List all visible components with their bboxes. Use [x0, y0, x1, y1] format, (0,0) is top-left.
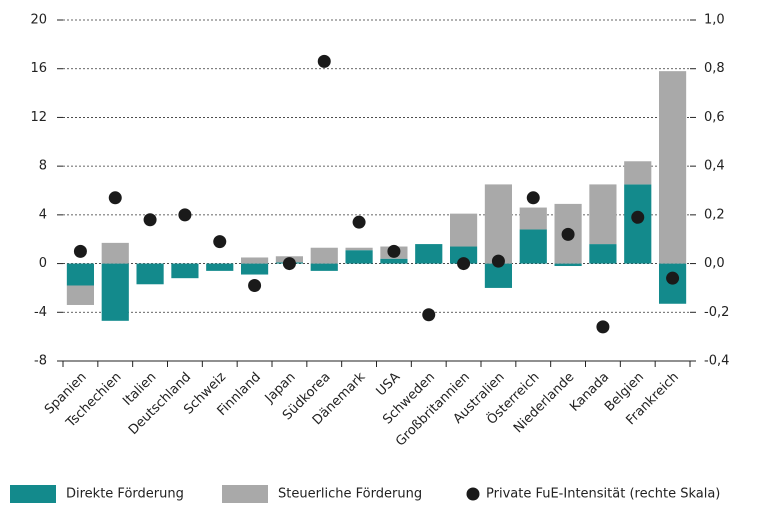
dot [561, 227, 575, 241]
legend-dot [466, 487, 480, 501]
bar [658, 71, 687, 264]
y-tick-label: -8 [34, 354, 47, 369]
dot [248, 278, 262, 292]
y-tick-label: 16 [30, 61, 47, 76]
dot [596, 320, 610, 334]
bar [589, 244, 617, 264]
bar [240, 263, 269, 275]
y2-tick-label: 0,0 [704, 256, 725, 271]
y-tick-label: 12 [30, 110, 47, 125]
bar [484, 184, 513, 264]
bar [519, 229, 547, 264]
dot [317, 54, 331, 68]
bar [554, 263, 582, 267]
dot [178, 208, 192, 222]
dot [143, 213, 157, 227]
legend-label: Private FuE-Intensität (rechte Skala) [486, 487, 720, 502]
bar [101, 263, 129, 321]
bar [101, 242, 129, 264]
dot [282, 257, 296, 271]
y2-tick-label: -0,4 [704, 354, 729, 369]
dot [666, 271, 680, 285]
dot [631, 210, 645, 224]
bar [310, 247, 338, 264]
y2-tick-label: -0,2 [704, 305, 729, 320]
bar [624, 184, 652, 264]
dot [387, 244, 401, 258]
legend-label: Steuerliche Förderung [278, 487, 422, 502]
legend-swatch [222, 485, 268, 503]
legend-swatch [10, 485, 56, 503]
bar [624, 161, 652, 185]
y2-tick-label: 0,2 [704, 207, 725, 222]
y-tick-label: -4 [34, 305, 47, 320]
bar [380, 258, 408, 264]
bar [136, 263, 164, 285]
dot [73, 244, 87, 258]
y2-tick-label: 0,8 [704, 61, 725, 76]
bar [66, 263, 95, 286]
y-tick-label: 8 [39, 159, 47, 174]
legend-label: Direkte Förderung [66, 487, 184, 502]
y2-tick-label: 0,4 [704, 159, 725, 174]
y2-tick-label: 1,0 [704, 13, 725, 28]
bar [66, 285, 95, 305]
dot [457, 257, 471, 271]
bar [449, 246, 478, 264]
bar [240, 257, 269, 264]
dot [108, 191, 122, 205]
y-tick-label: 0 [39, 256, 47, 271]
y-tick-label: 4 [39, 207, 47, 222]
bar [345, 250, 373, 264]
x-tick-label: USA [374, 370, 404, 400]
y-tick-label: 20 [30, 13, 47, 28]
dot [422, 308, 436, 322]
dot [213, 235, 227, 249]
dot [526, 191, 540, 205]
bar [206, 263, 234, 271]
bar [519, 207, 547, 230]
dot [491, 254, 505, 268]
bar [310, 263, 338, 271]
bar [171, 263, 199, 279]
bar [345, 247, 373, 251]
dot [352, 215, 366, 229]
bar [449, 213, 478, 247]
bar [589, 184, 617, 245]
y2-tick-label: 0,6 [704, 110, 725, 125]
bar [415, 244, 443, 264]
